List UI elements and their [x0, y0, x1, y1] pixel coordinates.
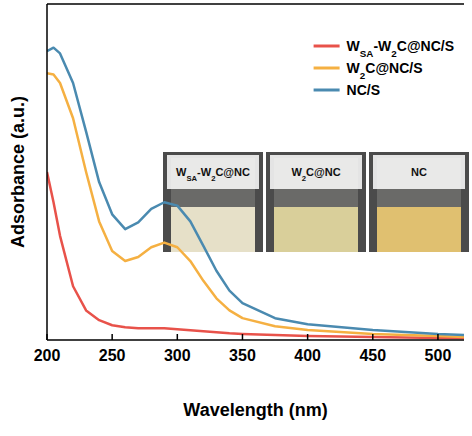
photo-liquid	[274, 207, 358, 252]
x-axis-title: Wavelength (nm)	[183, 400, 327, 420]
legend-swatch	[314, 45, 340, 48]
inset-label: W2C@NC	[291, 166, 340, 183]
x-tick-label: 400	[294, 347, 321, 364]
inset-labels: WSA-W2C@NC W2C@NC NC	[176, 166, 427, 183]
y-axis	[46, 4, 48, 340]
y-axis-title: Adsorbance (a.u.)	[8, 96, 28, 248]
series-line	[47, 48, 464, 335]
chart: WSA-W2C@NC W2C@NC NC 200 250 300 350 400 450 500 W…	[0, 0, 472, 436]
photo-bg	[369, 152, 469, 252]
x-tick-label: 200	[34, 347, 61, 364]
legend-swatch	[314, 67, 340, 70]
photo-bg	[163, 152, 263, 252]
inset-photos	[163, 152, 469, 252]
x-tick	[111, 334, 113, 340]
legend-label: NC/S	[347, 82, 380, 98]
legend: WSA-W2C@NC/SW2C@NC/SNC/S	[314, 38, 454, 98]
axes: 200 250 300 350 400 450 500	[34, 4, 464, 364]
legend-swatch	[314, 89, 340, 92]
photo-label-bg	[167, 155, 259, 189]
x-tick-label: 500	[425, 347, 452, 364]
x-tick-label: 350	[229, 347, 256, 364]
inset-label: NC	[411, 166, 427, 178]
x-tick-label: 250	[99, 347, 126, 364]
photo-label-bg	[270, 155, 362, 189]
legend-label: WSA-W2C@NC/S	[347, 38, 454, 59]
lines	[47, 48, 464, 338]
x-tick	[46, 334, 48, 340]
top-frame	[47, 3, 464, 5]
x-tick	[177, 334, 179, 340]
x-axis	[47, 339, 464, 341]
series-line	[47, 172, 464, 338]
x-tick	[437, 334, 439, 340]
inset-label: WSA-W2C@NC	[176, 166, 250, 183]
photo-bg	[266, 152, 366, 252]
x-tick-label: 450	[359, 347, 386, 364]
x-tick	[372, 334, 374, 340]
legend-label: W2C@NC/S	[347, 60, 423, 81]
photo-liquid	[377, 207, 461, 252]
x-tick	[242, 334, 244, 340]
photo-label-bg	[373, 155, 465, 189]
x-tick-label: 300	[164, 347, 191, 364]
x-tick	[307, 334, 309, 340]
